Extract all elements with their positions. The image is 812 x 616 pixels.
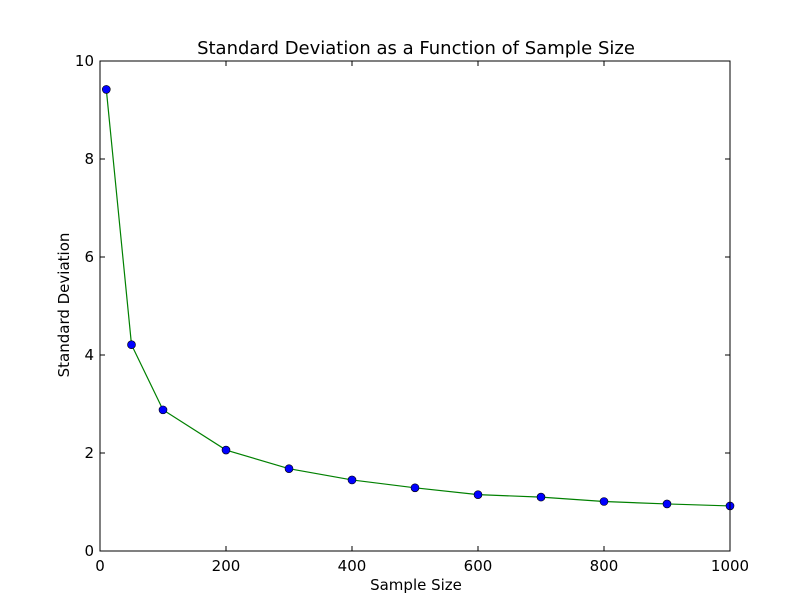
data-point bbox=[284, 464, 294, 473]
x-tick-label: 800 bbox=[590, 557, 619, 575]
data-point bbox=[158, 405, 168, 415]
data-point bbox=[536, 492, 546, 502]
data-point bbox=[410, 483, 420, 493]
x-axis-label: Sample Size bbox=[370, 576, 462, 594]
y-tick-label: 0 bbox=[84, 542, 94, 560]
chart-title: Standard Deviation as a Function of Samp… bbox=[197, 38, 635, 59]
data-point bbox=[662, 499, 672, 509]
x-tick-label: 600 bbox=[464, 557, 493, 575]
y-tick-label: 2 bbox=[84, 444, 94, 462]
y-tick-label: 8 bbox=[84, 150, 94, 168]
y-axis-label: Standard Deviation bbox=[55, 233, 73, 378]
data-point bbox=[599, 497, 609, 506]
data-point bbox=[102, 85, 111, 94]
axis-ticks: 0 200 400 600 800 1000 0 2 4 6 8 10 bbox=[75, 52, 749, 575]
data-point bbox=[127, 340, 136, 350]
plot-area-frame bbox=[99, 60, 731, 552]
data-point bbox=[473, 490, 483, 499]
data-point bbox=[347, 475, 357, 485]
y-tick-label: 6 bbox=[84, 248, 94, 266]
x-tick-label: 0 bbox=[95, 557, 105, 575]
x-tick-label: 1000 bbox=[711, 557, 749, 575]
series-line bbox=[105, 89, 731, 507]
x-tick-label: 400 bbox=[338, 557, 367, 575]
data-point bbox=[221, 445, 231, 455]
y-tick-label: 10 bbox=[75, 52, 94, 70]
y-tick-label: 4 bbox=[84, 346, 94, 364]
x-tick-label: 200 bbox=[212, 557, 241, 575]
